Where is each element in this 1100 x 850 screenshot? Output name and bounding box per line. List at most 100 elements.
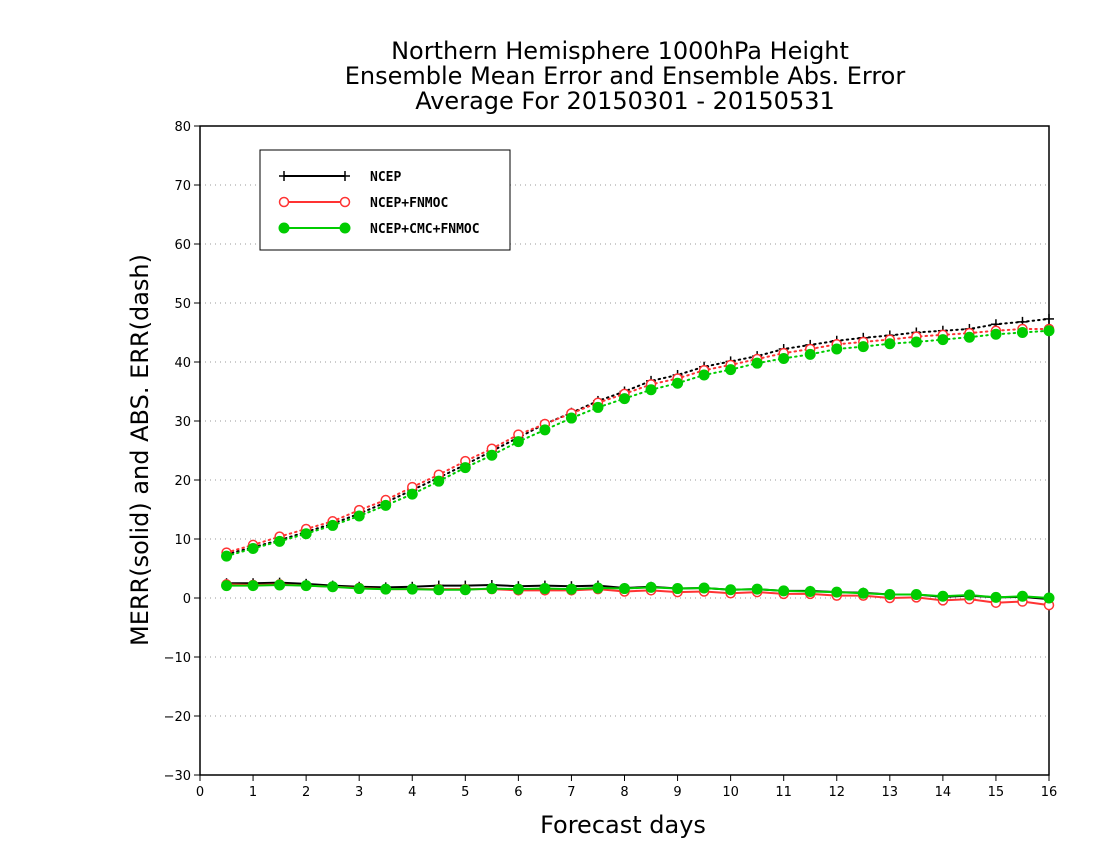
abs-err-point bbox=[247, 542, 259, 554]
abs-err-point bbox=[380, 499, 392, 511]
merr-point bbox=[565, 583, 577, 595]
legend-marker bbox=[279, 171, 289, 181]
y-axis-label: MERR(solid) and ABS. ERR(dash) bbox=[126, 254, 154, 646]
series-0 bbox=[221, 313, 1054, 605]
abs-err-point bbox=[512, 436, 524, 448]
title-line-3: Average For 20150301 - 20150531 bbox=[415, 87, 835, 115]
abs-err-point bbox=[406, 488, 418, 500]
abs-err-line bbox=[225, 329, 1050, 558]
x-tick-label: 4 bbox=[408, 785, 416, 800]
legend-item: NCEP+CMC+FNMOC bbox=[278, 222, 480, 237]
x-tick-label: 14 bbox=[935, 785, 952, 800]
series-2 bbox=[221, 325, 1055, 604]
merr-point bbox=[645, 581, 657, 593]
merr-point bbox=[990, 591, 1002, 603]
y-tick-label: 20 bbox=[174, 474, 191, 489]
merr-point bbox=[380, 583, 392, 595]
legend-item: NCEP bbox=[279, 170, 401, 185]
legend-marker bbox=[339, 196, 351, 208]
abs-err-point bbox=[804, 348, 816, 360]
legend-label: NCEP+CMC+FNMOC bbox=[370, 222, 480, 237]
merr-point bbox=[221, 580, 233, 592]
merr-point bbox=[778, 585, 790, 597]
merr-point bbox=[539, 583, 551, 595]
y-tick-label: −10 bbox=[164, 651, 191, 666]
legend-marker bbox=[278, 222, 290, 234]
legend-item: NCEP+FNMOC bbox=[278, 196, 448, 211]
chart-title: Northern Hemisphere 1000hPa Height Ensem… bbox=[345, 37, 906, 115]
merr-point bbox=[300, 580, 312, 592]
x-tick-label: 16 bbox=[1041, 785, 1058, 800]
merr-point bbox=[274, 579, 286, 591]
abs-err-point bbox=[910, 336, 922, 348]
merr-point bbox=[910, 588, 922, 600]
merr-point bbox=[884, 588, 896, 600]
abs-err-point bbox=[459, 462, 471, 474]
merr-point bbox=[512, 583, 524, 595]
abs-err-point bbox=[698, 369, 710, 381]
merr-point bbox=[725, 584, 737, 596]
merr-point bbox=[1016, 590, 1028, 602]
merr-point bbox=[353, 583, 365, 595]
x-tick-label: 8 bbox=[620, 785, 628, 800]
merr-point bbox=[937, 590, 949, 602]
abs-err-point bbox=[327, 519, 339, 531]
abs-err-point bbox=[1043, 325, 1055, 337]
merr-point bbox=[619, 583, 630, 595]
abs-err-point bbox=[221, 550, 233, 562]
title-line-2: Ensemble Mean Error and Ensemble Abs. Er… bbox=[345, 62, 906, 90]
x-axis: 0 1 2 3 4 5 6 7 8 9 10 11 12 13 14 15 16 bbox=[196, 775, 1057, 800]
abs-err-point bbox=[353, 510, 365, 522]
merr-point bbox=[831, 586, 843, 598]
abs-err-point bbox=[857, 341, 869, 353]
legend-marker bbox=[340, 171, 350, 181]
abs-err-point bbox=[937, 334, 949, 346]
legend-marker bbox=[278, 196, 290, 208]
y-tick-label: 30 bbox=[174, 415, 191, 430]
y-tick-label: 40 bbox=[174, 356, 191, 371]
y-tick-label: 50 bbox=[174, 297, 191, 312]
merr-point bbox=[804, 586, 816, 598]
legend-marker bbox=[339, 222, 351, 234]
abs-err-point bbox=[1044, 313, 1054, 324]
abs-err-point bbox=[1016, 327, 1028, 338]
abs-err-point bbox=[486, 449, 498, 461]
x-tick-label: 11 bbox=[775, 785, 792, 800]
abs-err-point bbox=[672, 377, 684, 389]
abs-err-point bbox=[990, 328, 1002, 340]
merr-point bbox=[963, 589, 975, 601]
abs-err-point bbox=[963, 331, 975, 343]
abs-err-point bbox=[884, 338, 896, 350]
abs-err-point bbox=[751, 357, 763, 369]
series-1 bbox=[221, 323, 1055, 611]
title-line-1: Northern Hemisphere 1000hPa Height bbox=[391, 37, 849, 65]
y-tick-label: 0 bbox=[183, 592, 191, 607]
x-tick-label: 2 bbox=[302, 785, 310, 800]
abs-err-point bbox=[778, 352, 790, 364]
merr-point bbox=[592, 582, 604, 594]
y-tick-label: 80 bbox=[174, 120, 191, 135]
y-tick-label: −20 bbox=[164, 710, 191, 725]
merr-point bbox=[751, 583, 763, 595]
y-tick-label: −30 bbox=[164, 769, 191, 784]
merr-point bbox=[486, 583, 498, 595]
abs-err-point bbox=[645, 384, 657, 396]
x-axis-label: Forecast days bbox=[540, 811, 706, 839]
x-tick-label: 7 bbox=[567, 785, 575, 800]
x-tick-label: 15 bbox=[988, 785, 1005, 800]
x-tick-label: 13 bbox=[882, 785, 899, 800]
merr-point bbox=[698, 582, 710, 594]
x-tick-label: 5 bbox=[461, 785, 469, 800]
y-axis: 80 70 60 50 40 30 20 10 0 −10 −20 −30 bbox=[164, 120, 200, 784]
y-tick-label: 70 bbox=[174, 179, 191, 194]
legend: NCEP NCEP+FNMOC NCEP+CMC+FNMOC bbox=[259, 149, 511, 251]
merr-point bbox=[672, 583, 684, 595]
abs-err-point bbox=[274, 535, 286, 547]
x-tick-label: 3 bbox=[355, 785, 363, 800]
merr-point bbox=[1043, 592, 1055, 604]
abs-err-point bbox=[592, 401, 604, 413]
legend-label: NCEP bbox=[370, 170, 401, 185]
x-tick-label: 6 bbox=[514, 785, 522, 800]
abs-err-point bbox=[725, 364, 737, 376]
merr-point bbox=[406, 583, 418, 595]
